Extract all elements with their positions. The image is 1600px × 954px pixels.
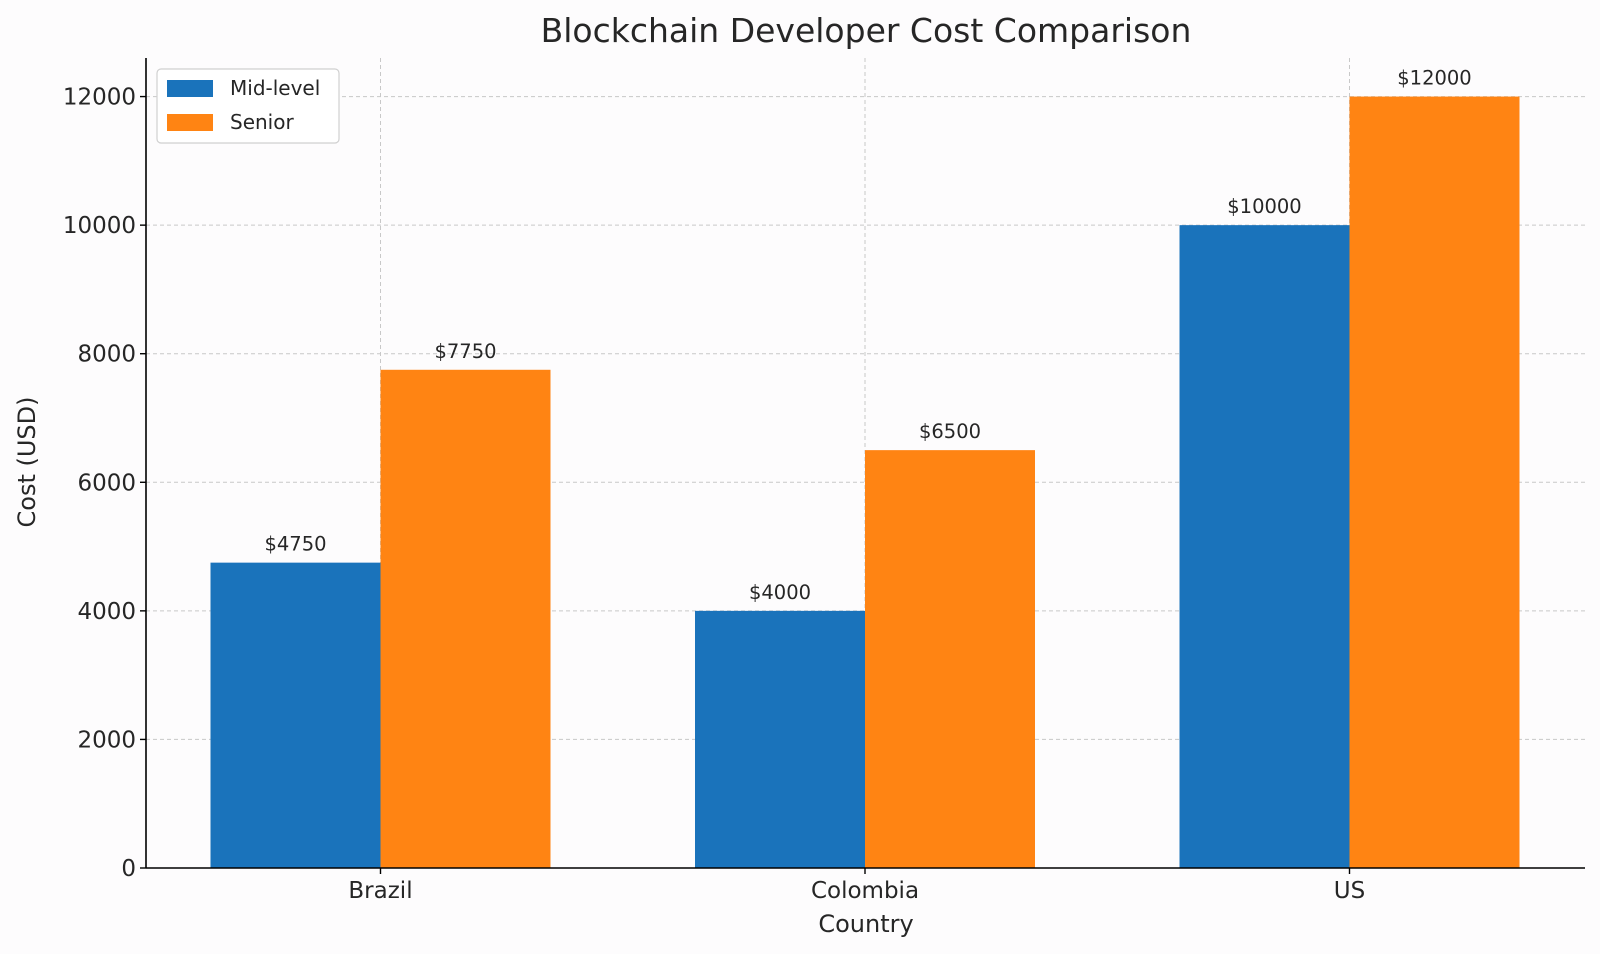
bar-mid-level-us xyxy=(1179,225,1350,869)
y-axis-ticks: 0 2000 4000 6000 8000 10000 12000 xyxy=(63,85,146,882)
bar-senior-brazil xyxy=(380,369,551,868)
legend-swatch-mid-level xyxy=(167,80,213,97)
y-tick-label: 0 xyxy=(121,856,136,882)
y-tick-label: 2000 xyxy=(77,727,136,753)
y-tick-label: 6000 xyxy=(77,470,136,496)
bar-mid-level-brazil xyxy=(210,562,381,868)
y-tick-label: 4000 xyxy=(77,599,136,625)
legend-label: Mid-level xyxy=(230,76,320,100)
x-axis-ticks: Brazil Colombia US xyxy=(348,868,1365,904)
bar-value-label: $4000 xyxy=(749,581,811,604)
legend-swatch-senior xyxy=(167,114,213,131)
bar-senior-us xyxy=(1349,96,1520,869)
bar-value-label: $10000 xyxy=(1227,195,1301,218)
bar-senior-colombia xyxy=(865,450,1035,868)
bar-value-label: $4750 xyxy=(264,533,326,556)
y-tick-label: 12000 xyxy=(63,85,136,111)
bar-mid-level-colombia xyxy=(695,610,865,868)
y-tick-label: 8000 xyxy=(77,342,136,368)
chart-title: Blockchain Developer Cost Comparison xyxy=(541,11,1192,50)
x-tick-label: US xyxy=(1334,878,1365,904)
x-tick-label: Colombia xyxy=(811,878,919,904)
bar-value-label: $6500 xyxy=(919,420,981,443)
legend: Mid-level Senior xyxy=(156,68,340,144)
bar-value-labels: $4750 $7750 $4000 $6500 $10000 $12000 xyxy=(264,67,1471,604)
x-axis-title: Country xyxy=(818,910,913,938)
bars xyxy=(210,96,1520,869)
y-axis-title: Cost (USD) xyxy=(13,397,41,528)
bar-value-label: $12000 xyxy=(1397,67,1471,90)
y-tick-label: 10000 xyxy=(63,213,136,239)
bar-value-label: $7750 xyxy=(434,340,496,363)
legend-label: Senior xyxy=(230,110,294,134)
x-tick-label: Brazil xyxy=(348,878,412,904)
